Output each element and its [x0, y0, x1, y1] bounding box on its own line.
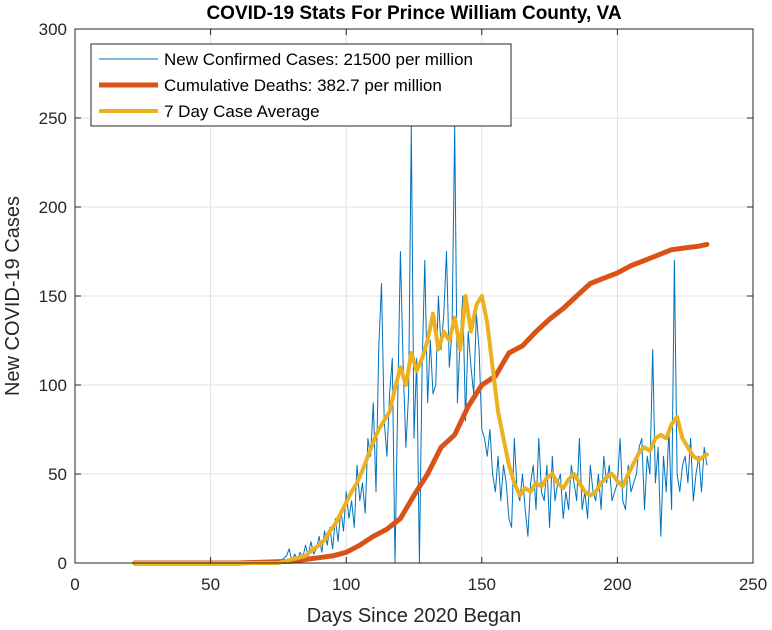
y-tick-label: 100: [39, 376, 67, 395]
x-tick-label: 0: [70, 575, 79, 594]
x-tick-label: 250: [739, 575, 767, 594]
series-line-2: [132, 241, 710, 566]
x-tick-label: 100: [332, 575, 360, 594]
legend-label-3: 7 Day Case Average: [164, 102, 320, 121]
x-tick-label: 150: [468, 575, 496, 594]
x-tick-label: 200: [603, 575, 631, 594]
x-axis-label: Days Since 2020 Began: [307, 605, 522, 627]
legend-box: [90, 43, 512, 127]
y-tick-label: 50: [48, 465, 67, 484]
legend: New Confirmed Cases: 21500 per million Cu…: [90, 43, 512, 127]
x-tick-label: 50: [201, 575, 220, 594]
y-tick-label: 250: [39, 109, 67, 128]
chart-title: COVID-19 Stats For Prince William County…: [206, 3, 621, 24]
y-axis-label: New COVID-19 Cases: [2, 196, 24, 396]
y-tick-label: 300: [39, 20, 67, 39]
series-layer: [132, 126, 710, 566]
legend-label-1: New Confirmed Cases: 21500 per million: [164, 50, 473, 69]
ticks: 0 50 100 150 200 250 0 50 100 150 200 250 300: [39, 20, 768, 594]
y-tick-label: 200: [39, 198, 67, 217]
legend-label-2: Cumulative Deaths: 382.7 per million: [164, 76, 442, 95]
y-tick-label: 0: [58, 554, 67, 573]
series-line-3: [132, 294, 709, 565]
y-tick-label: 150: [39, 287, 67, 306]
